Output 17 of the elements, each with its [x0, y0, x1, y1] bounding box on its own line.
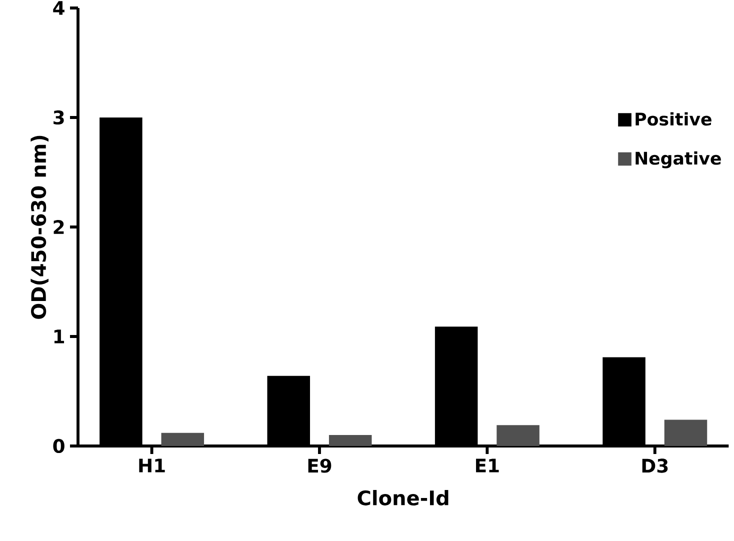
y-tick-label: 1: [54, 330, 64, 344]
x-tick-label: D3: [642, 458, 668, 473]
y-tick-label: 3: [54, 110, 64, 125]
y-tick-label: 4: [53, 1, 64, 15]
bar: [496, 425, 540, 446]
legend-label: Negative: [636, 151, 721, 168]
y-axis-title: OD(450-630 nm): [30, 136, 48, 319]
x-tick-label: E1: [476, 458, 499, 472]
legend-label: Positive: [636, 112, 712, 126]
y-tick-label: 0: [53, 438, 64, 454]
x-axis-title: Clone-Id: [358, 490, 448, 506]
y-tick-label: 2: [54, 220, 64, 234]
x-tick-label: E9: [308, 458, 332, 473]
bar: [664, 420, 708, 446]
x-tick-label: H1: [139, 458, 165, 472]
bar: [328, 435, 372, 446]
bar: [161, 432, 204, 446]
